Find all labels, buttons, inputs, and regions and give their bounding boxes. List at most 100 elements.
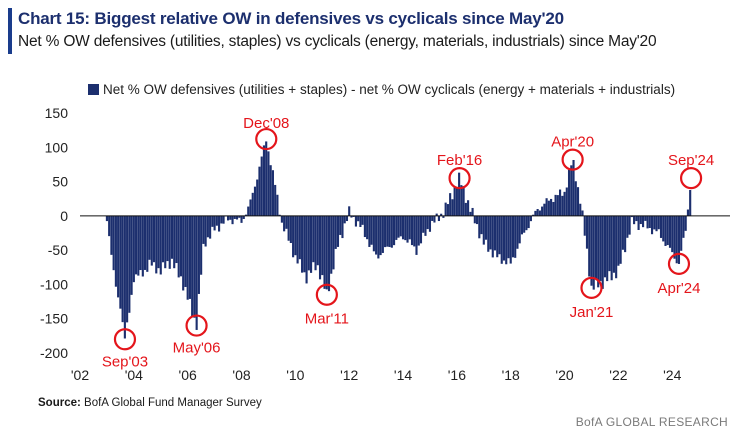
- annotation-label: Dec'08: [243, 115, 289, 132]
- chart-bar: [399, 215, 402, 237]
- x-tick-label: '04: [125, 367, 143, 383]
- chart-bar: [644, 215, 647, 221]
- annotation-circle: [667, 252, 691, 275]
- chart-bar: [516, 215, 519, 249]
- chart-bar: [588, 215, 591, 277]
- annotation-label: May'06: [173, 340, 221, 357]
- chart-annotations: Sep'03 May'06 Dec'08 Mar'11 Feb'16 Apr'20 Jan'…: [102, 115, 714, 370]
- chart-bar: [677, 215, 681, 264]
- chart-bar: [262, 145, 266, 216]
- chart-bar: [633, 215, 636, 225]
- chart-bar: [520, 215, 523, 235]
- legend-label: Net % OW defensives (utilities + staples…: [103, 82, 675, 97]
- chart-bar: [285, 215, 288, 229]
- y-tick-label: 50: [52, 174, 68, 190]
- x-tick-label: '22: [609, 367, 627, 383]
- chart-bar: [662, 215, 665, 242]
- chart-bar: [476, 215, 479, 225]
- chart-legend: Net % OW defensives (utilities + staples…: [88, 82, 675, 97]
- chart-bar: [484, 215, 488, 240]
- chart-bar: [462, 186, 465, 216]
- chart-bar: [455, 188, 458, 216]
- chart-bar: [152, 215, 156, 263]
- chart-bar: [686, 209, 690, 216]
- chart-bar: [680, 215, 683, 251]
- chart-bar: [458, 172, 461, 216]
- chart-bar: [650, 215, 654, 235]
- chart-bar: [570, 165, 573, 216]
- annotation-label: Jan'21: [570, 304, 614, 321]
- chart-bar: [191, 215, 194, 317]
- chart-bar: [451, 199, 454, 216]
- chart-bar: [283, 215, 286, 232]
- chart-bar: [233, 215, 236, 219]
- chart-bar: [397, 215, 400, 238]
- chart-bar: [415, 215, 418, 255]
- chart-bar: [186, 215, 189, 300]
- chart-bar: [274, 184, 277, 216]
- chart-bar: [628, 215, 631, 235]
- chart-bar: [321, 215, 324, 276]
- chart-bar: [419, 215, 423, 244]
- chart-bar: [195, 215, 198, 330]
- annotation-circle: [580, 276, 603, 299]
- chart-bar: [624, 215, 627, 253]
- chart-bar: [128, 215, 131, 313]
- chart-axes: 150 100 50 0 -50 -100 -150 -200'02 '04 '06 '08 '10 '…: [40, 105, 730, 383]
- chart-bar: [554, 194, 557, 216]
- chart-bar: [197, 215, 200, 294]
- chart-bar: [135, 215, 138, 275]
- chart-bar: [639, 215, 642, 225]
- chart-bar: [538, 210, 541, 216]
- chart-bar: [478, 215, 481, 239]
- chart-bar: [278, 214, 281, 216]
- chart-bar: [590, 215, 593, 286]
- chart-bar: [318, 215, 322, 280]
- y-tick-label: -50: [48, 242, 68, 258]
- chart-bar: [242, 215, 245, 219]
- chart-bar: [637, 215, 640, 230]
- chart-bar: [502, 215, 506, 261]
- chart-bar: [112, 215, 115, 271]
- chart-bar: [325, 215, 328, 290]
- chart-bar: [132, 215, 135, 283]
- chart-bar: [220, 215, 223, 224]
- chart-bar: [265, 141, 268, 216]
- chart-bar: [303, 215, 306, 273]
- chart-bars: [105, 141, 692, 339]
- chart-bar: [444, 202, 447, 216]
- chart-bar: [375, 215, 378, 255]
- chart-bar: [559, 189, 562, 216]
- chart-bar: [105, 215, 108, 222]
- x-tick-label: '16: [448, 367, 466, 383]
- chart-bar: [114, 215, 117, 287]
- chart-bar: [238, 215, 241, 218]
- title-accent-bar: [8, 8, 12, 54]
- chart-bar: [635, 215, 638, 222]
- chart-bar: [489, 215, 492, 250]
- chart-bar: [202, 215, 205, 244]
- chart-bar: [550, 198, 553, 216]
- chart-bar: [482, 215, 485, 245]
- chart-bar: [480, 215, 483, 235]
- y-tick-label: -200: [40, 345, 68, 361]
- chart-bar: [231, 215, 234, 225]
- chart-bar: [345, 215, 349, 222]
- chart-bar: [363, 215, 366, 238]
- chart-bar: [206, 215, 209, 238]
- chart-bar: [511, 215, 515, 258]
- chart-bar: [177, 215, 180, 278]
- chart-bar: [307, 215, 310, 271]
- chart-bar: [543, 203, 546, 216]
- chart-bar: [666, 215, 669, 246]
- chart-bar: [668, 215, 672, 248]
- chart-bar: [388, 215, 391, 248]
- chart-bar: [534, 210, 537, 216]
- chart-bar: [626, 215, 629, 238]
- chart-bar: [327, 215, 331, 292]
- chart-bar: [222, 215, 225, 224]
- chart-bar: [336, 215, 340, 247]
- chart-bar: [126, 215, 129, 323]
- chart-bar: [682, 215, 685, 238]
- chart-bar: [280, 215, 283, 223]
